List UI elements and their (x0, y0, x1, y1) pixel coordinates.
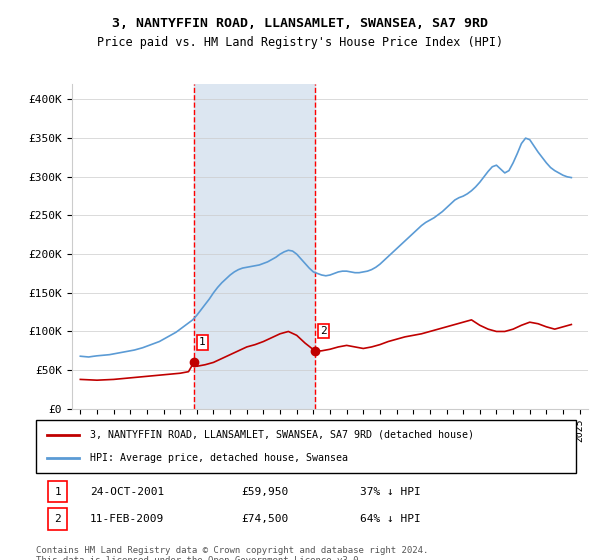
Bar (194, 84, 316, 409)
Text: 2: 2 (320, 326, 327, 336)
Text: £59,950: £59,950 (241, 487, 289, 497)
Text: 1: 1 (199, 338, 206, 347)
Text: 37% ↓ HPI: 37% ↓ HPI (360, 487, 421, 497)
Text: Contains HM Land Registry data © Crown copyright and database right 2024.
This d: Contains HM Land Registry data © Crown c… (36, 546, 428, 560)
Text: 2: 2 (54, 514, 61, 524)
Text: HPI: Average price, detached house, Swansea: HPI: Average price, detached house, Swan… (90, 453, 348, 463)
Text: 64% ↓ HPI: 64% ↓ HPI (360, 514, 421, 524)
Text: 11-FEB-2009: 11-FEB-2009 (90, 514, 164, 524)
Text: 3, NANTYFFIN ROAD, LLANSAMLET, SWANSEA, SA7 9RD (detached house): 3, NANTYFFIN ROAD, LLANSAMLET, SWANSEA, … (90, 430, 474, 440)
FancyBboxPatch shape (48, 481, 67, 502)
FancyBboxPatch shape (48, 508, 67, 530)
Text: Price paid vs. HM Land Registry's House Price Index (HPI): Price paid vs. HM Land Registry's House … (97, 36, 503, 49)
Text: 1: 1 (54, 487, 61, 497)
Text: £74,500: £74,500 (241, 514, 289, 524)
FancyBboxPatch shape (36, 420, 576, 473)
Text: 24-OCT-2001: 24-OCT-2001 (90, 487, 164, 497)
Text: 3, NANTYFFIN ROAD, LLANSAMLET, SWANSEA, SA7 9RD: 3, NANTYFFIN ROAD, LLANSAMLET, SWANSEA, … (112, 17, 488, 30)
